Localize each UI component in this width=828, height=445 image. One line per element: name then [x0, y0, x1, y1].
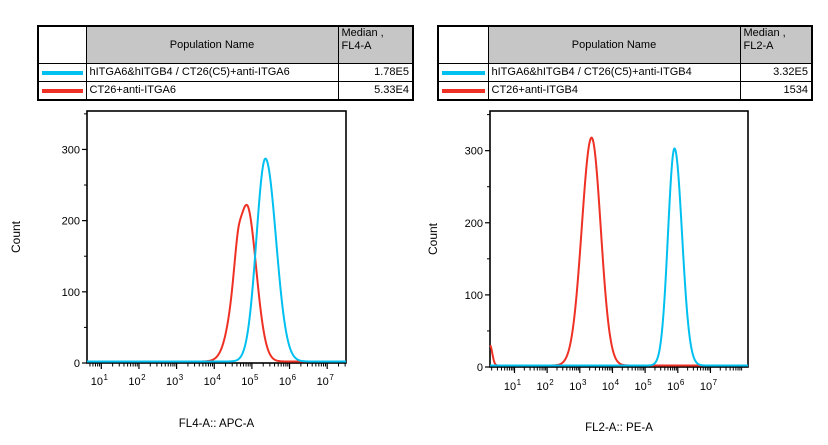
- x-tick-label: 101: [504, 378, 522, 393]
- y-tick-label: 200: [62, 216, 80, 228]
- population-name: hITGA6&hITGB4 / CT26(C5)+anti-ITGA6: [85, 63, 339, 82]
- histogram-curve-cyan: [86, 157, 347, 363]
- x-tick-label: 104: [602, 378, 620, 393]
- curves-layer: [86, 157, 347, 363]
- y-axis-title: Count: [9, 220, 23, 253]
- table-header-row: Population Name Median , FL2-A: [437, 25, 813, 64]
- population-name-header: Population Name: [487, 25, 741, 64]
- y-tick-label: 300: [62, 144, 80, 156]
- y-tick-label: 100: [465, 290, 483, 302]
- x-tick-label: 107: [317, 373, 335, 388]
- x-tick-label: 107: [700, 378, 718, 393]
- population-name-header: Population Name: [85, 25, 339, 64]
- plot-frame: [489, 110, 749, 368]
- x-tick-label: 105: [241, 373, 259, 388]
- x-tick-label: 101: [91, 373, 109, 388]
- histogram-curve-red: [489, 136, 749, 367]
- y-axis-title: Count: [426, 222, 440, 255]
- x-axis-title: FL2-A:: PE-A: [585, 422, 653, 434]
- median-value: 1534: [739, 81, 813, 101]
- population-name: hITGA6&hITGB4 / CT26(C5)+anti-ITGB4: [487, 63, 741, 82]
- median-header: Median , FL2-A: [739, 25, 813, 64]
- table-row: CT26+anti-ITGA6 5.33E4: [37, 81, 414, 101]
- table-header-row: Population Name Median , FL4-A: [37, 25, 414, 64]
- x-tick-label: 102: [128, 373, 146, 388]
- median-header-line2: FL4-A: [341, 40, 372, 52]
- y-tick-label: 100: [62, 287, 80, 299]
- y-tick-label: 300: [465, 146, 483, 158]
- curves-layer: [489, 136, 749, 367]
- median-value: 1.78E5: [337, 63, 414, 82]
- population-name: CT26+anti-ITGA6: [85, 81, 339, 101]
- median-header-line1: Median ,: [743, 27, 786, 39]
- histogram-curve-red: [86, 203, 347, 363]
- table-row: hITGA6&hITGB4 / CT26(C5)+anti-ITGA6 1.78…: [37, 63, 414, 82]
- y-tick-label: 0: [477, 362, 483, 374]
- y-tick-label: 0: [74, 358, 80, 370]
- swatch-cell: [437, 63, 489, 82]
- table-row: hITGA6&hITGB4 / CT26(C5)+anti-ITGB4 3.32…: [437, 63, 813, 82]
- x-tick-label: 106: [279, 373, 297, 388]
- left-median-table: Population Name Median , FL4-A hITGA6&hI…: [37, 25, 414, 101]
- x-tick-label: 105: [635, 378, 653, 393]
- x-tick-label: 106: [667, 378, 685, 393]
- series-color-swatch-cyan: [42, 70, 83, 75]
- population-name: CT26+anti-ITGB4: [487, 81, 741, 101]
- swatch-cell: [37, 63, 87, 82]
- y-tick-label: 200: [465, 218, 483, 230]
- x-axis-title: FL4-A:: APC-A: [179, 418, 255, 430]
- x-tick-label: 104: [204, 373, 222, 388]
- series-color-swatch-red: [442, 88, 485, 93]
- x-tick-label: 102: [537, 378, 555, 393]
- swatch-header-cell: [37, 25, 87, 64]
- x-tick-label: 103: [166, 373, 184, 388]
- swatch-header-cell: [437, 25, 489, 64]
- median-value: 3.32E5: [739, 63, 813, 82]
- plot-frame: [86, 110, 347, 364]
- median-header-line2: FL2-A: [743, 40, 774, 52]
- table-row: CT26+anti-ITGB4 1534: [437, 81, 813, 101]
- histogram-curve-cyan: [489, 147, 749, 367]
- right-median-table: Population Name Median , FL2-A hITGA6&hI…: [437, 25, 813, 101]
- median-header-line1: Median ,: [341, 27, 384, 39]
- series-color-swatch-red: [42, 88, 83, 93]
- x-tick-label: 103: [569, 378, 587, 393]
- median-value: 5.33E4: [337, 81, 414, 101]
- series-color-swatch-cyan: [442, 70, 485, 75]
